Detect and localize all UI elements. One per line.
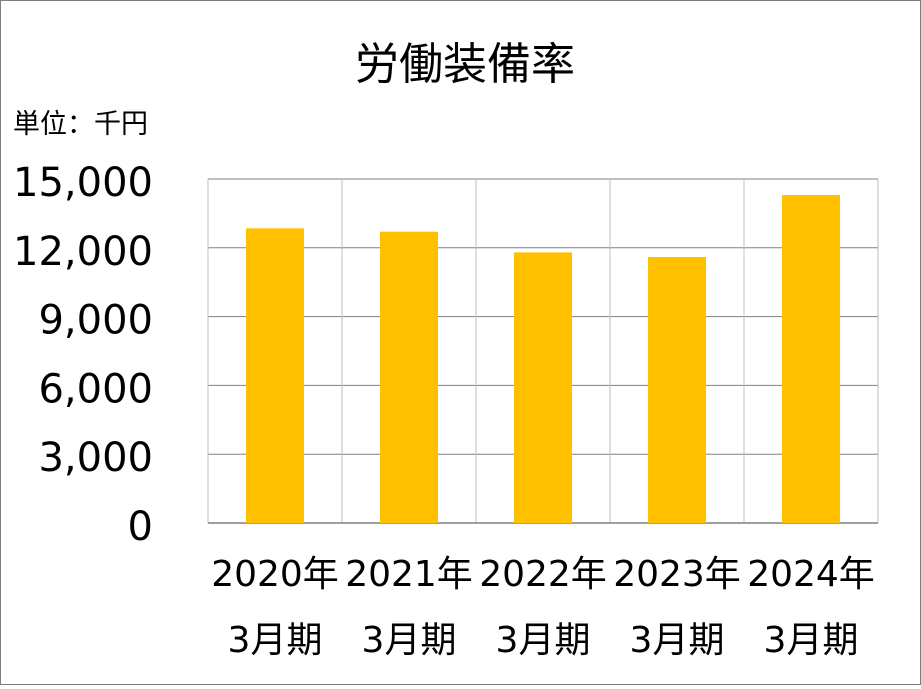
x-axis-ticks: 2020年 3月期 2021年 3月期 2022年 3月期 2023年 3月期 2024年 3月期 bbox=[211, 554, 875, 661]
chart-title: 労働装備率 bbox=[355, 39, 575, 90]
x-tick-label-year: 2022年 bbox=[479, 554, 607, 595]
x-tick-label-year: 2023年 bbox=[613, 554, 741, 595]
x-tick-label-period: 3月期 bbox=[362, 620, 457, 661]
bar bbox=[246, 228, 304, 523]
x-tick-label-period: 3月期 bbox=[228, 620, 323, 661]
y-axis-ticks: 0 3,000 6,000 9,000 12,000 15,000 bbox=[13, 160, 153, 550]
x-tick-label-period: 3月期 bbox=[496, 620, 591, 661]
x-tick-label-year: 2020年 bbox=[211, 554, 339, 595]
y-tick-label: 3,000 bbox=[38, 435, 153, 481]
x-tick-label-year: 2024年 bbox=[747, 554, 875, 595]
x-tick-label-period: 3月期 bbox=[630, 620, 725, 661]
bar bbox=[648, 256, 706, 523]
bar bbox=[782, 195, 840, 523]
bar bbox=[380, 231, 438, 523]
x-tick-label-year: 2021年 bbox=[345, 554, 473, 595]
bar bbox=[514, 252, 572, 524]
y-tick-label: 12,000 bbox=[13, 229, 153, 275]
y-tick-label: 0 bbox=[128, 504, 153, 550]
y-tick-label: 9,000 bbox=[38, 298, 153, 344]
y-tick-label: 15,000 bbox=[13, 160, 153, 206]
x-tick-label-period: 3月期 bbox=[764, 620, 859, 661]
bars bbox=[246, 195, 840, 524]
y-tick-label: 6,000 bbox=[38, 366, 153, 412]
unit-label: 単位：千円 bbox=[13, 109, 148, 140]
